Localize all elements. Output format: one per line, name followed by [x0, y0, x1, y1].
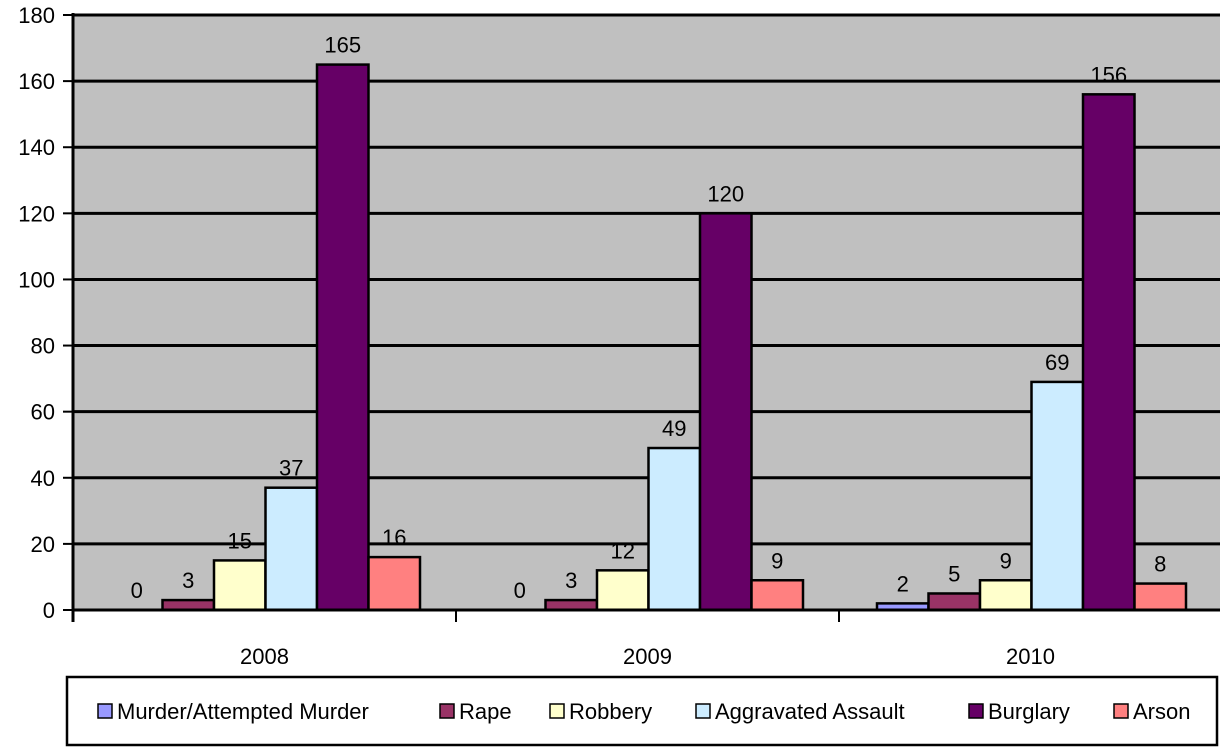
legend-label: Aggravated Assault	[715, 699, 905, 724]
bar	[1030, 380, 1085, 612]
bar	[1133, 582, 1188, 612]
data-label: 5	[948, 561, 960, 586]
y-tick-label: 60	[31, 400, 55, 425]
plot-area	[73, 15, 1220, 610]
bar	[595, 569, 650, 612]
bar	[367, 555, 422, 612]
bar	[315, 63, 370, 612]
legend-swatch	[968, 703, 984, 719]
bar	[212, 559, 267, 612]
legend-label: Robbery	[569, 699, 652, 724]
x-tick-label: 2010	[1006, 644, 1055, 669]
legend-label: Arson	[1133, 699, 1190, 724]
bar	[264, 486, 319, 612]
data-label: 165	[324, 33, 361, 58]
y-tick-label: 20	[31, 532, 55, 557]
legend-swatch	[549, 703, 565, 719]
legend-box	[65, 675, 1219, 747]
data-label: 37	[279, 456, 303, 481]
y-tick-label: 80	[31, 334, 55, 359]
legend-swatch	[97, 703, 113, 719]
data-label: 9	[1000, 548, 1012, 573]
y-tick-label: 0	[43, 598, 55, 623]
bar	[1081, 93, 1136, 612]
data-label: 49	[662, 416, 686, 441]
bar	[978, 579, 1033, 612]
data-label: 16	[382, 525, 406, 550]
y-tick-label: 100	[18, 267, 55, 292]
data-label: 9	[771, 548, 783, 573]
x-tick-label: 2009	[623, 644, 672, 669]
data-label: 69	[1045, 350, 1069, 375]
y-tick-label: 180	[18, 3, 55, 28]
legend-label: Burglary	[988, 699, 1070, 724]
y-tick-label: 40	[31, 466, 55, 491]
data-label: 12	[611, 538, 635, 563]
legend-swatch	[1113, 703, 1129, 719]
legend-swatch	[695, 703, 711, 719]
data-label: 3	[182, 568, 194, 593]
data-label: 120	[707, 181, 744, 206]
bar	[647, 446, 702, 612]
bar	[698, 212, 753, 612]
y-tick-label: 140	[18, 135, 55, 160]
bar	[750, 579, 805, 612]
data-label: 0	[131, 578, 143, 603]
legend-label: Murder/Attempted Murder	[117, 699, 369, 724]
data-label: 156	[1090, 62, 1127, 87]
data-label: 2	[897, 571, 909, 596]
legend-label: Rape	[459, 699, 512, 724]
data-label: 3	[565, 568, 577, 593]
legend-swatch	[439, 703, 455, 719]
x-tick-label: 2008	[240, 644, 289, 669]
data-label: 0	[514, 578, 526, 603]
bar	[927, 592, 982, 612]
y-tick-label: 160	[18, 69, 55, 94]
y-tick-label: 120	[18, 201, 55, 226]
data-label: 8	[1154, 552, 1166, 577]
data-label: 15	[228, 528, 252, 553]
